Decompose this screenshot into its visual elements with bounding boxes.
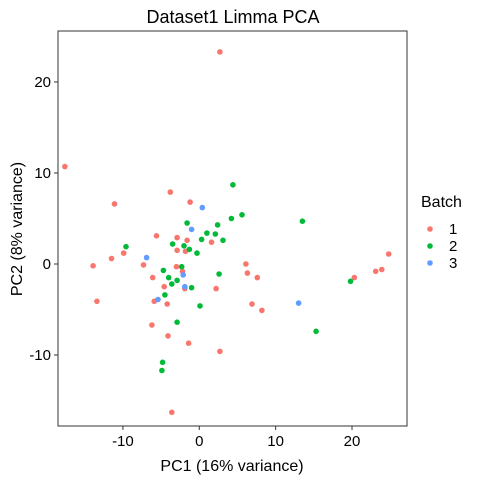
point-batch-2-5 [123,244,129,250]
point-batch-1-15 [174,264,180,270]
legend-label-batch-3: 3 [449,255,457,272]
point-batch-2-14 [300,218,306,224]
point-batch-2-8 [204,230,210,236]
legend-key-batch-3 [427,260,433,266]
x-tick-label-0: -10 [112,433,134,450]
point-batch-1-33 [169,410,175,416]
point-batch-2-11 [181,243,187,249]
legend-label-batch-2: 2 [449,238,457,255]
point-batch-1-20 [150,275,156,281]
point-batch-1-36 [379,267,385,273]
x-axis-title: PC1 (16% variance) [160,458,303,475]
point-batch-1-3 [168,189,174,195]
point-batch-1-11 [90,263,96,269]
point-batch-2-2 [239,212,245,218]
point-batch-2-13 [194,250,200,256]
point-batch-2-24 [174,319,180,325]
point-batch-3-1 [189,227,195,233]
point-batch-1-26 [213,286,219,292]
point-batch-1-4 [187,199,193,205]
point-batch-2-4 [215,222,221,228]
point-batch-2-21 [162,292,168,298]
point-batch-1-6 [174,235,180,241]
point-batch-1-31 [186,340,192,346]
point-batch-2-19 [174,278,180,284]
point-batch-1-22 [94,299,100,305]
point-batch-1-8 [209,239,215,245]
legend-title: Batch [421,194,462,211]
legend-label-batch-1: 1 [449,221,457,238]
x-axis: -10 0 10 20 [112,426,360,450]
x-tick-label-3: 20 [344,433,361,450]
point-batch-1-32 [217,349,223,355]
point-batch-1-14 [141,262,147,268]
point-batch-3-6 [296,300,302,306]
y-tick-label-3: 20 [34,74,51,91]
point-batch-2-26 [160,360,166,366]
point-batch-2-0 [230,182,236,188]
point-batch-1-10 [109,256,115,262]
point-batch-1-1 [62,164,68,170]
point-batch-1-35 [373,269,379,275]
legend-key-batch-1 [427,226,433,232]
point-batch-2-27 [159,368,165,374]
point-batch-2-1 [229,216,235,222]
point-batch-2-7 [199,237,205,243]
point-batch-1-30 [165,333,171,339]
point-batch-2-23 [197,303,203,309]
x-tick-label-1: 0 [195,433,203,450]
point-batch-1-27 [249,301,255,307]
point-batch-1-0 [217,49,223,55]
point-batch-2-15 [179,264,185,270]
point-batch-3-0 [200,205,206,211]
point-batch-1-29 [149,322,155,328]
point-batch-1-19 [254,275,260,281]
point-batch-1-9 [121,250,127,256]
point-batch-2-10 [220,238,226,244]
point-batch-1-5 [154,233,160,239]
y-tick-label-0: -10 [29,347,51,364]
point-batch-1-24 [164,301,170,307]
x-tick-label-2: 10 [267,433,284,450]
point-batch-1-2 [112,201,118,207]
y-tick-label-1: 0 [43,256,51,273]
point-batch-1-7 [184,238,190,244]
point-batch-2-28 [348,279,354,285]
point-batch-3-5 [155,297,161,303]
y-axis-title: PC2 (8% variance) [9,162,26,296]
point-batch-2-22 [189,285,195,291]
point-batch-2-9 [213,231,219,237]
point-batch-1-28 [259,308,265,314]
y-axis: -10 0 10 20 [29,74,58,364]
point-batch-2-12 [187,247,193,253]
point-batch-1-17 [243,261,249,267]
point-batch-2-17 [216,271,222,277]
chart-title: Dataset1 Limma PCA [146,7,319,27]
point-batch-2-20 [169,281,175,287]
legend-key-batch-2 [427,243,433,249]
y-tick-label-2: 10 [34,165,51,182]
point-batch-1-37 [386,251,392,257]
point-batch-2-6 [170,241,176,247]
legend-items: 123 [427,221,457,272]
point-batch-1-18 [245,270,251,276]
legend: Batch 123 [421,194,462,272]
point-batch-2-18 [166,275,172,281]
point-batch-3-3 [180,272,186,278]
point-batch-2-25 [313,329,319,335]
plot-panel [58,31,407,426]
point-batch-3-4 [182,284,188,290]
point-batch-1-21 [161,284,167,290]
point-batch-2-16 [161,268,167,274]
point-batch-1-12 [174,248,180,254]
point-batch-3-2 [144,255,150,261]
point-batch-2-3 [184,220,190,226]
